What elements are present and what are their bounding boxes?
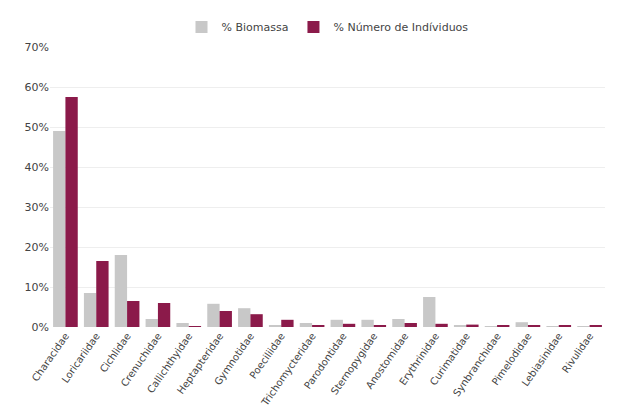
svg-text:Parodontidae: Parodontidae xyxy=(302,331,349,391)
svg-text:Poeciliidae: Poeciliidae xyxy=(247,331,287,381)
svg-text:10%: 10% xyxy=(25,281,49,294)
svg-text:40%: 40% xyxy=(25,161,49,174)
svg-text:Characidae: Characidae xyxy=(30,331,71,384)
svg-text:Synbranchidae: Synbranchidae xyxy=(451,331,503,399)
svg-text:70%: 70% xyxy=(25,41,49,54)
svg-text:20%: 20% xyxy=(25,241,49,254)
svg-text:Trichomycteridae: Trichomycteridae xyxy=(259,331,318,409)
svg-text:% Número de Indíviduos: % Número de Indíviduos xyxy=(333,21,468,34)
svg-text:50%: 50% xyxy=(25,121,49,134)
svg-text:Callichthyidae: Callichthyidae xyxy=(145,331,195,395)
svg-text:60%: 60% xyxy=(25,81,49,94)
svg-text:Sternopygidae: Sternopygidae xyxy=(329,331,380,397)
svg-text:Erythrinidae: Erythrinidae xyxy=(397,331,441,387)
svg-text:Crenuchidae: Crenuchidae xyxy=(119,331,164,389)
svg-text:Anostomidae: Anostomidae xyxy=(364,331,411,391)
svg-text:Pimelodidae: Pimelodidae xyxy=(490,331,534,387)
svg-text:0%: 0% xyxy=(32,321,49,334)
svg-text:Lebiasinidae: Lebiasinidae xyxy=(520,331,565,389)
svg-text:Heptapteridae: Heptapteridae xyxy=(175,331,225,396)
svg-text:% Biomassa: % Biomassa xyxy=(222,21,289,34)
svg-text:Gymnotidae: Gymnotidae xyxy=(212,331,256,387)
svg-text:Loricariidae: Loricariidae xyxy=(60,331,102,385)
svg-text:Cichlidae: Cichlidae xyxy=(98,331,133,375)
svg-text:Curimatidae: Curimatidae xyxy=(428,331,472,388)
svg-text:30%: 30% xyxy=(25,201,49,214)
svg-text:Rivulidae: Rivulidae xyxy=(560,331,595,375)
